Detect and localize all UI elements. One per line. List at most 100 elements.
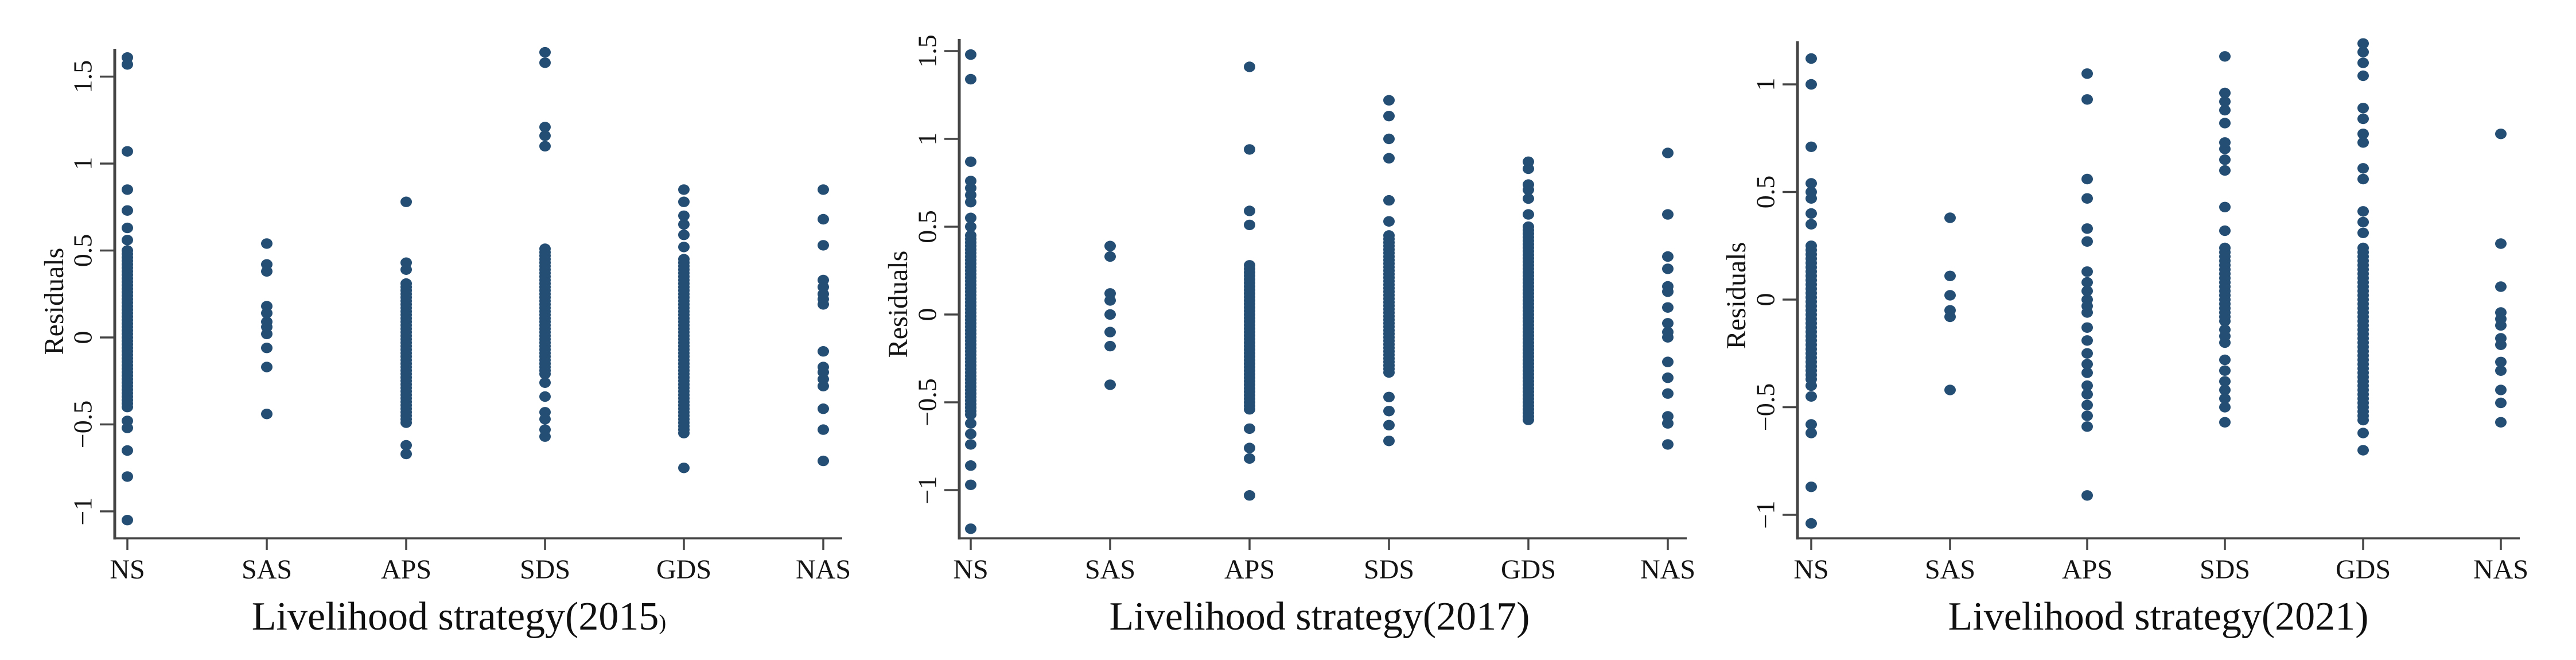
y-tick-label: 0 <box>913 308 942 321</box>
data-point <box>122 471 133 482</box>
data-point <box>1523 414 1534 425</box>
data-point <box>122 422 133 433</box>
data-point <box>261 362 273 372</box>
data-point <box>539 431 551 442</box>
data-point <box>1383 436 1395 447</box>
points-column-GDS <box>678 184 690 473</box>
data-point <box>1104 309 1116 320</box>
data-point <box>261 328 273 340</box>
x-axis-title-2015-paren: ) <box>659 611 667 635</box>
y-tick-label: −0.5 <box>1751 383 1780 431</box>
data-point <box>1805 219 1817 230</box>
data-point <box>2357 227 2369 238</box>
y-tick-label: 1 <box>913 133 942 146</box>
data-point <box>2219 316 2231 327</box>
data-point <box>1662 439 1674 450</box>
data-point <box>1805 380 1817 391</box>
plot-1: 1.5 1 0.5 0 −0.5 −1 NS SAS APS SDS GDS NAS <box>68 46 851 585</box>
y-tick-label: 1.5 <box>68 60 98 94</box>
data-point <box>2081 285 2093 297</box>
points-column-SAS <box>1944 212 1956 395</box>
data-point <box>2219 87 2231 99</box>
data-point <box>678 210 690 222</box>
x-category-label: NAS <box>796 554 851 585</box>
data-point <box>539 130 551 141</box>
data-point <box>965 523 976 534</box>
data-point <box>2495 281 2507 292</box>
data-point <box>1383 216 1395 227</box>
data-point <box>1523 163 1534 174</box>
data-point <box>1662 372 1674 383</box>
x-category-label: SAS <box>1085 554 1135 585</box>
data-point <box>2357 70 2369 81</box>
data-point <box>818 381 829 391</box>
data-point <box>261 308 273 319</box>
data-point <box>122 445 133 456</box>
data-point <box>1805 79 1817 90</box>
data-point <box>2357 38 2369 49</box>
data-point <box>2357 57 2369 68</box>
data-point <box>261 343 273 354</box>
x-category-label: NAS <box>2473 554 2528 585</box>
points-column-APS <box>1244 61 1255 501</box>
y-axis-label-2021: Residuals <box>1721 242 1752 350</box>
data-point <box>1383 111 1395 122</box>
plot-2: 1.5 1 0.5 0 −0.5 −1 NS SAS APS SDS GDS NAS <box>913 34 1696 585</box>
data-point <box>2357 445 2369 456</box>
x-category-label: NS <box>1793 554 1828 585</box>
data-point <box>1104 327 1116 337</box>
data-point <box>2081 490 2093 501</box>
x-axis-title-2015-text: Livelihood strategy(2015 <box>251 595 659 639</box>
data-point <box>1244 205 1255 216</box>
data-point <box>1805 428 1817 438</box>
data-point <box>400 196 412 207</box>
data-point <box>2495 417 2507 428</box>
plot-3: 1 0.5 0 −0.5 −1 NS SAS APS SDS GDS NAS <box>1751 38 2528 585</box>
data-point <box>1662 209 1674 220</box>
y-tick-label: 0.5 <box>68 234 98 267</box>
data-point <box>1662 318 1674 329</box>
data-point <box>678 463 690 473</box>
data-point <box>122 222 133 234</box>
data-point <box>2357 113 2369 125</box>
data-point <box>2219 365 2231 376</box>
data-point <box>2081 359 2093 370</box>
data-point <box>2495 339 2507 350</box>
y-tick-label: 0.5 <box>1751 176 1780 209</box>
data-point <box>1805 482 1817 492</box>
data-point <box>1383 153 1395 164</box>
x-category-label: SDS <box>520 554 570 585</box>
data-point <box>678 196 690 207</box>
data-point <box>400 264 412 275</box>
data-point <box>1662 356 1674 367</box>
data-point <box>2081 410 2093 421</box>
points-column-SDS <box>1383 95 1395 447</box>
data-point <box>2081 348 2093 359</box>
data-point <box>2219 104 2231 116</box>
data-point <box>2219 51 2231 62</box>
points-column-SDS <box>539 46 551 442</box>
x-category-label: NAS <box>1640 554 1695 585</box>
points-column-APS <box>400 196 412 460</box>
data-point <box>1662 286 1674 297</box>
y-tick-label: 0 <box>1751 293 1780 306</box>
data-point <box>2357 103 2369 114</box>
data-point <box>122 205 133 216</box>
data-point <box>1944 290 1956 301</box>
y-tick-label: −1 <box>68 498 98 526</box>
data-point <box>965 439 976 450</box>
data-point <box>965 73 976 85</box>
data-point <box>1662 147 1674 158</box>
data-point <box>2495 320 2507 331</box>
data-point <box>965 49 976 60</box>
data-point <box>965 212 976 223</box>
data-point <box>2357 428 2369 438</box>
data-point <box>539 141 551 152</box>
data-point <box>2081 223 2093 234</box>
data-point <box>1944 212 1956 223</box>
points-column-SDS <box>2219 51 2231 428</box>
data-point <box>1244 453 1255 464</box>
points-column-APS <box>2081 68 2093 501</box>
